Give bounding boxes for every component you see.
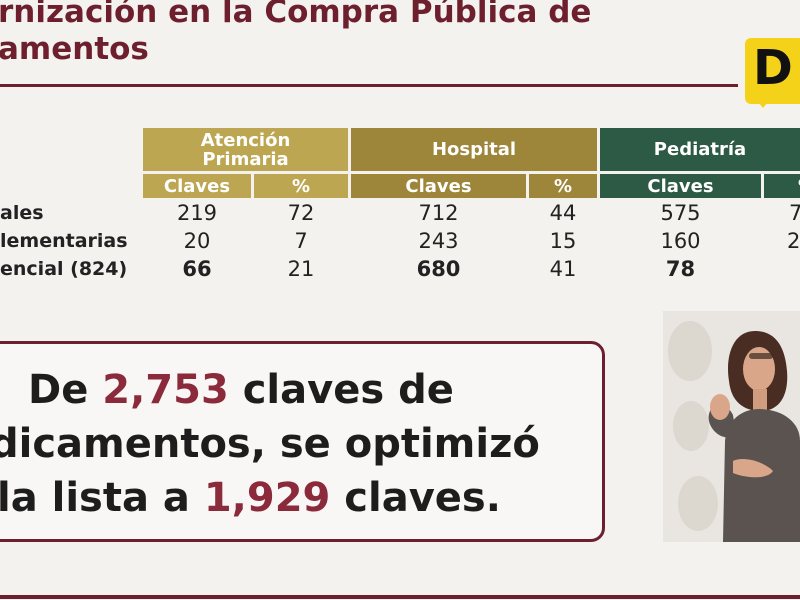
table-cell: 20 [183, 229, 211, 253]
interpreter-video [663, 311, 800, 542]
table-cell: 44 [549, 201, 577, 225]
table-cell: 712 [418, 201, 459, 225]
subheader-percent: % [529, 174, 597, 198]
logo-speech-tail [755, 98, 771, 108]
table-cell: 2 [787, 229, 800, 253]
row-label: ales [0, 202, 44, 224]
table-cell: 160 [660, 229, 701, 253]
group-header-pediatria: Pediatría [600, 128, 800, 171]
group-header-hospital: Hospital [351, 128, 597, 171]
title-line-2: amentos [0, 31, 149, 67]
subheader-percent: % [254, 174, 348, 198]
logo-letter: D [753, 40, 793, 96]
highlight-number: 2,753 [102, 367, 229, 413]
table-cell: 575 [660, 201, 701, 225]
callout-line-3: la lista a 1,929 claves. [0, 475, 501, 521]
title-line-1: rnización en la Compra Pública de [0, 0, 592, 30]
callout-line-1: De 2,753 claves de [28, 367, 454, 413]
row-label: lementarias [0, 230, 128, 252]
subheader-claves: Claves [143, 174, 251, 198]
title-divider [0, 84, 738, 87]
sign-language-interpreter-icon [708, 331, 800, 542]
table-cell: 243 [418, 229, 459, 253]
table-cell: 78 [665, 257, 696, 281]
callout-line-2: dicamentos, se optimizó [0, 421, 540, 467]
table-cell: 15 [549, 229, 577, 253]
table-cell: 680 [416, 257, 461, 281]
page-title: rnización en la Compra Pública de amento… [0, 0, 591, 68]
table-cell: 21 [287, 257, 315, 281]
subheader-claves: Claves [351, 174, 526, 198]
table-cell: 7 [294, 229, 308, 253]
channel-logo: D [745, 38, 800, 108]
table-cell: 66 [182, 257, 212, 281]
subheader-percent: % [764, 174, 800, 198]
table-cell: 72 [287, 201, 315, 225]
highlight-number: 1,929 [203, 475, 331, 521]
table-cell: 7 [789, 201, 800, 225]
callout-box: De 2,753 claves de dicamentos, se optimi… [0, 341, 605, 542]
table-cell: 219 [176, 201, 218, 225]
group-header-atencion-primaria: Atención Primaria [143, 128, 348, 171]
subheader-claves: Claves [600, 174, 761, 198]
row-label: encial (824) [0, 258, 128, 280]
bottom-divider [0, 595, 800, 599]
table-cell: 41 [549, 257, 577, 281]
